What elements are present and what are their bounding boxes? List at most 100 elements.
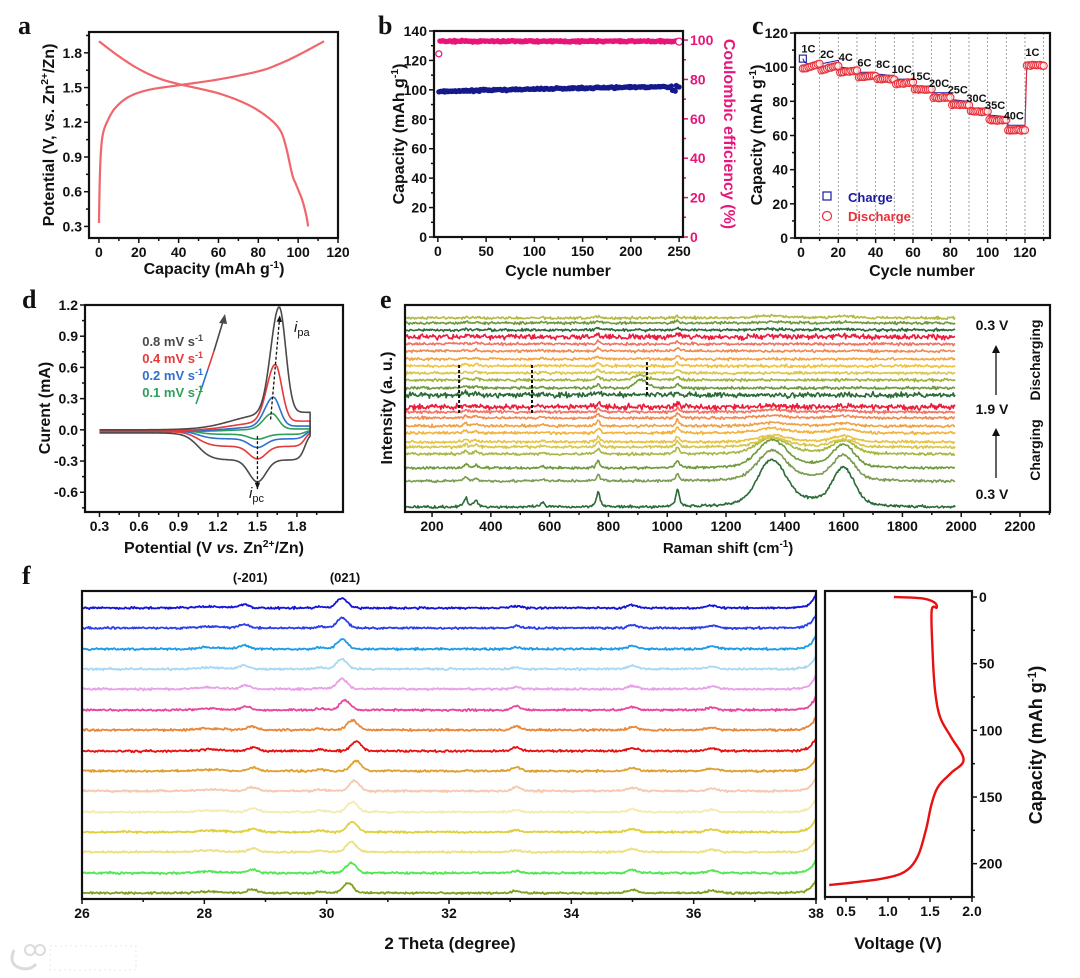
tick-label: 250 [667,243,691,259]
curve-charge [97,40,325,223]
ipc-label: ipc [249,485,264,505]
tick-label: 80 [690,71,706,87]
discharge-point [908,77,918,87]
tick-label: 0.6 [129,518,149,534]
label-part: Voltage (V) [854,934,942,953]
tick-label: 120 [765,25,789,41]
yticks-axis: 0 50 100 150 200 [972,589,1003,898]
axes-frame [83,303,345,514]
tick-label: 0.9 [63,149,83,165]
label-part: Capacity (mAh g [144,261,270,278]
panel-letter: f [22,561,31,590]
xticks-axis: 0 50 100 150 200 250 [434,237,691,259]
tick-label: 100 [404,82,428,98]
tick-label: 150 [979,789,1003,805]
tick-label: 2200 [1004,518,1035,534]
tick-label: 0.5 [836,903,856,919]
tick-label: 1.2 [63,114,83,130]
raman-spectrum [405,354,956,362]
tick-label: 0 [979,589,987,605]
tick-label: 30 [319,905,335,921]
tick-label: 140 [404,23,428,39]
tick-label: 40 [171,244,187,260]
x-axis-label: Capacity (mAh g-1) [144,260,285,278]
panel-a: 0 20 40 60 80 100 120 0.3 0.6 0.9 1.2 1.5 1.8 [63,30,350,260]
tick-label: 1200 [710,518,741,534]
raman-spectrum [405,406,956,415]
tick-label: -0.6 [54,484,78,500]
label-part: Capacity (mAh g [391,78,408,204]
voltage-label: 1.9 V [976,401,1009,417]
tick-label: 2.0 [962,903,982,919]
label-part: 2+ [40,73,51,85]
tick-label: 60 [905,244,921,260]
tick-label: 80 [772,93,788,109]
rate-label: 25C [948,85,968,97]
rate-label: 30C [966,93,986,105]
discharge-point [946,93,955,102]
tick-label: 0 [690,229,698,245]
label-part: ) [749,65,766,70]
tick-label: 50 [979,656,995,672]
tick-label: 1600 [828,518,859,534]
plot-area [405,313,956,510]
scan-rate-arrow [207,350,215,370]
axes-frame [793,31,1052,240]
label-part: ) [391,64,408,69]
raman-spectrum [405,437,956,471]
panel-e: 200 400 600 800 1000 1200 1400 1600 1800 2000 2200 [403,303,1052,534]
raman-spectrum [405,433,956,445]
tick-label: 20 [772,196,788,212]
tick-label: 100 [979,722,1003,738]
tick-label: 200 [420,518,444,534]
voltage-label: 0.3 V [976,486,1009,502]
raman-spectrum [405,339,956,347]
label-part: 2+ [263,539,275,550]
discharge-point [983,107,992,116]
peak-label: (-201) [233,570,268,585]
label-part: /Zn) [41,44,58,73]
tick-label: 1800 [887,518,918,534]
tick-label: -0.3 [54,453,78,469]
y2-axis-label: Coulombic efficiency (%) [720,39,737,229]
label-part: Capacity (mAh g [749,79,766,205]
y-axis-label: Capacity (mAh g-1) [748,65,766,206]
tick-label: 60 [411,141,427,157]
x-axis-label: Raman shift (cm-1) [663,539,793,557]
tick-label: 100 [765,59,789,75]
axes-frame [432,29,685,239]
tick-label: 1000 [652,518,683,534]
tick-label: 80 [251,244,267,260]
tick-label: 1.2 [208,518,228,534]
tick-label: 0 [95,244,103,260]
peak-label: (021) [330,570,360,585]
xticks-axis: 200 400 600 800 1000 1200 1400 1600 1800 2000 2200 [420,512,1051,534]
label-part: ) [788,540,793,557]
xrd-pattern [82,858,816,876]
y-axis-label: Potential (V, vs. Zn2+/Zn) [40,44,58,227]
voltage-curve [829,595,965,887]
tick-label: 1.8 [287,518,307,534]
tick-label: 0.3 [59,391,79,407]
ce-point-last [675,37,683,46]
superscript: -1 [195,367,203,377]
watermark-logo [10,944,137,971]
arrow-head-icon [254,482,261,490]
raman-spectrum [405,360,956,369]
panel-letter: e [380,285,392,314]
charging-label: Charging [1027,419,1043,480]
xrd-pattern [82,798,816,815]
xticks-axis: 0 20 40 60 80 100 120 [95,238,350,260]
raman-spectrum [405,378,956,391]
tick-label: 100 [690,32,714,48]
tick-label: 28 [197,905,213,921]
label-part: -1 [780,539,789,550]
xrd-pattern [82,695,816,713]
plot-area [829,595,965,887]
tick-label: 0.9 [59,328,79,344]
tick-label: 120 [326,244,350,260]
tick-label: 200 [619,243,643,259]
tick-label: 1.5 [63,80,83,96]
tick-label: 60 [211,244,227,260]
